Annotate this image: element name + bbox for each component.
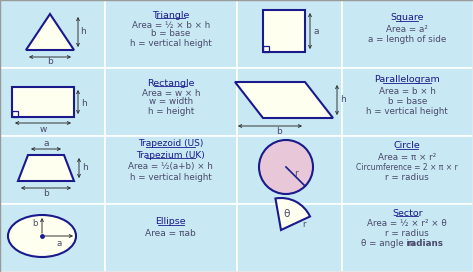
- Text: Trapezoid (US): Trapezoid (US): [138, 140, 203, 149]
- Text: w: w: [39, 125, 47, 134]
- Text: Area = πab: Area = πab: [145, 230, 196, 239]
- Bar: [342, 204, 473, 272]
- Bar: [0, 136, 105, 204]
- Bar: [0, 68, 105, 136]
- Text: Area = a²: Area = a²: [386, 24, 428, 33]
- Text: Area = ½ × b × h: Area = ½ × b × h: [131, 20, 210, 29]
- Text: Parallelogram: Parallelogram: [374, 76, 440, 85]
- Bar: [236, 136, 342, 204]
- Text: h = vertical height: h = vertical height: [367, 107, 448, 116]
- Text: Area = π × r²: Area = π × r²: [378, 153, 437, 162]
- Bar: [105, 0, 236, 68]
- Bar: [105, 204, 236, 272]
- Text: Area = ½(a+b) × h: Area = ½(a+b) × h: [128, 162, 213, 171]
- Wedge shape: [275, 198, 310, 230]
- Text: r = radius: r = radius: [385, 230, 429, 239]
- Text: a = length of side: a = length of side: [368, 35, 447, 44]
- Text: Area = b × h: Area = b × h: [379, 86, 436, 95]
- Circle shape: [259, 140, 313, 194]
- Text: b: b: [43, 188, 49, 197]
- Bar: [342, 68, 473, 136]
- Text: Sector: Sector: [392, 209, 422, 218]
- Text: h: h: [80, 27, 86, 36]
- Text: b = base: b = base: [151, 29, 190, 39]
- Text: Area = w × h: Area = w × h: [141, 88, 200, 97]
- Ellipse shape: [8, 215, 76, 257]
- Text: h = vertical height: h = vertical height: [130, 39, 211, 48]
- Polygon shape: [26, 14, 74, 50]
- Text: h = height: h = height: [148, 107, 194, 116]
- Text: r: r: [294, 168, 298, 178]
- Bar: [236, 68, 342, 136]
- Text: h: h: [82, 163, 88, 172]
- Text: b: b: [276, 128, 282, 137]
- Text: r: r: [302, 220, 306, 229]
- Text: a: a: [313, 26, 319, 36]
- Text: a: a: [43, 138, 49, 147]
- Bar: [0, 204, 105, 272]
- Bar: [263, 10, 305, 52]
- Text: θ: θ: [284, 209, 290, 219]
- Bar: [342, 0, 473, 68]
- Text: h = vertical height: h = vertical height: [130, 172, 211, 181]
- Text: θ = angle in: θ = angle in: [361, 240, 417, 249]
- Bar: [263, 46, 269, 52]
- Text: a: a: [56, 239, 61, 248]
- Text: radians: radians: [406, 240, 443, 249]
- Text: Triangle: Triangle: [152, 11, 190, 20]
- Text: w = width: w = width: [149, 97, 193, 107]
- Text: b = base: b = base: [388, 97, 427, 106]
- Text: r = radius: r = radius: [385, 172, 429, 181]
- Polygon shape: [235, 82, 333, 118]
- Polygon shape: [18, 155, 74, 181]
- Bar: [12, 87, 74, 117]
- Text: Area = ½ × r² × θ: Area = ½ × r² × θ: [368, 220, 447, 228]
- Text: Trapezium (UK): Trapezium (UK): [136, 150, 205, 159]
- Bar: [342, 136, 473, 204]
- Text: Rectangle: Rectangle: [147, 79, 194, 88]
- Bar: [105, 68, 236, 136]
- Bar: [0, 0, 105, 68]
- Bar: [105, 136, 236, 204]
- Bar: [236, 0, 342, 68]
- Text: b: b: [47, 57, 53, 66]
- Bar: [236, 204, 342, 272]
- Bar: [12, 111, 18, 117]
- Text: Circle: Circle: [394, 141, 420, 150]
- Text: b: b: [32, 219, 38, 228]
- Text: h: h: [340, 95, 346, 104]
- Text: Ellipse: Ellipse: [156, 218, 186, 227]
- Text: Circumference = 2 × π × r: Circumference = 2 × π × r: [356, 162, 458, 172]
- Text: h: h: [81, 98, 87, 107]
- Text: Square: Square: [391, 14, 424, 23]
